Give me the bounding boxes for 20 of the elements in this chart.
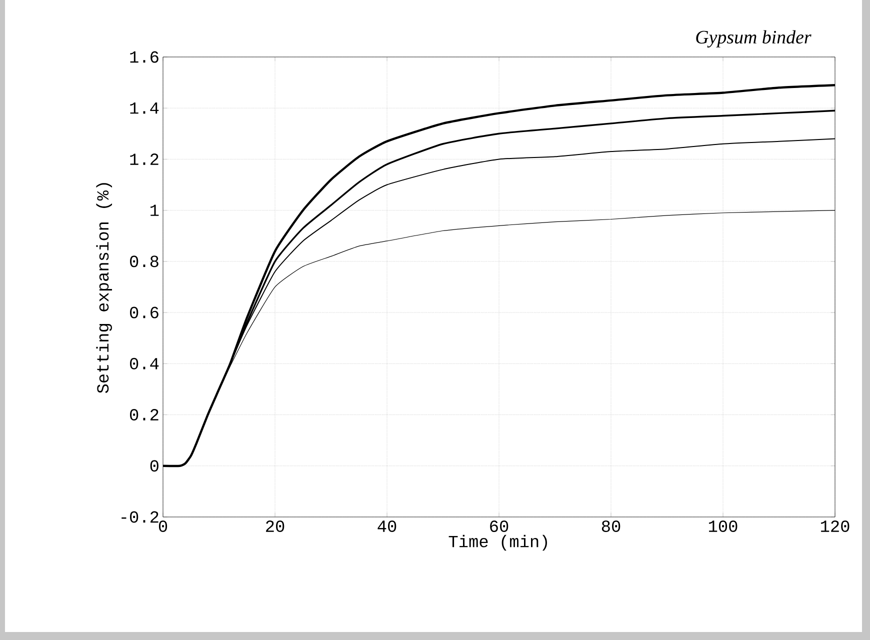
y-tick-label: 1 xyxy=(150,204,159,216)
y-tick-label: 0.8 xyxy=(130,256,158,268)
y-tick-label: 1.4 xyxy=(130,102,159,114)
x-tick-label: 60 xyxy=(490,520,508,532)
y-tick-label: 1.6 xyxy=(130,51,158,63)
y-tick-label: 0.2 xyxy=(130,409,158,421)
x-axis-title: Time (min) xyxy=(448,534,547,551)
chart-title: Gypsum binder xyxy=(696,30,812,48)
y-axis-title: Setting expansion (%) xyxy=(96,183,112,394)
x-tick-label: 80 xyxy=(602,520,620,532)
y-tick-label: -0.2 xyxy=(122,511,158,523)
y-tick-label: 0.4 xyxy=(130,358,159,370)
x-tick-label: 20 xyxy=(266,520,284,532)
x-tick-label: 120 xyxy=(820,520,850,532)
y-tick-label: 0 xyxy=(150,460,158,472)
x-tick-label: 40 xyxy=(378,520,396,532)
y-tick-label: 0.6 xyxy=(130,306,158,318)
y-tick-label: 1.2 xyxy=(130,154,158,165)
x-tick-label: 100 xyxy=(708,520,738,532)
x-tick-label: 0 xyxy=(158,520,168,532)
